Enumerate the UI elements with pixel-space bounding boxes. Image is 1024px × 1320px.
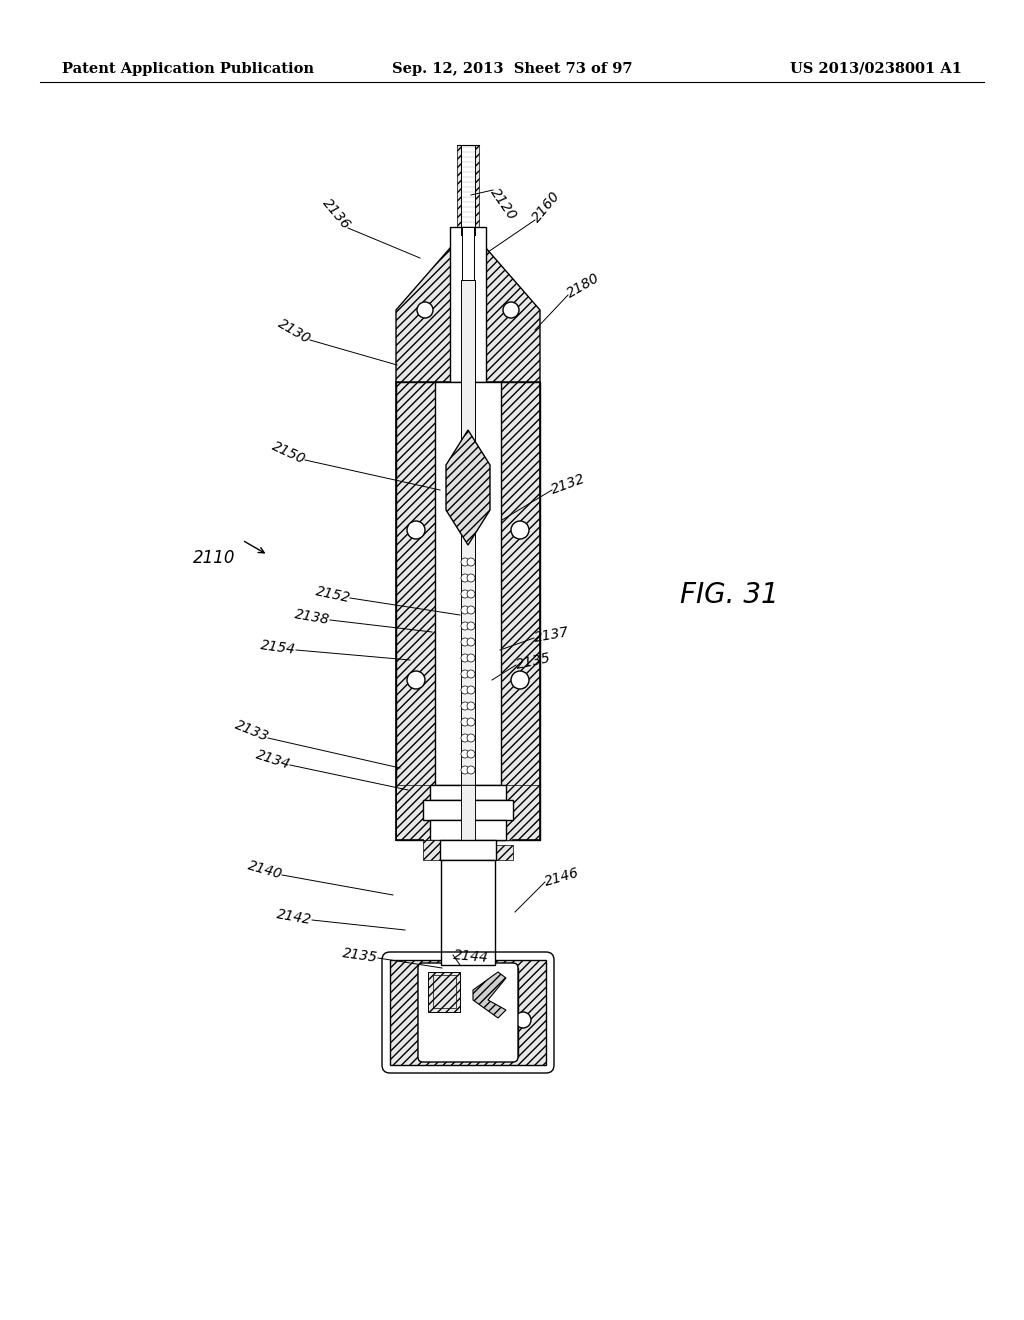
Circle shape <box>461 766 469 774</box>
Polygon shape <box>446 430 490 545</box>
Circle shape <box>461 718 469 726</box>
Circle shape <box>467 750 475 758</box>
Text: 2138: 2138 <box>294 607 331 627</box>
Text: 2110: 2110 <box>193 549 234 568</box>
Bar <box>457 145 461 235</box>
Bar <box>435 381 501 785</box>
Circle shape <box>467 574 475 582</box>
Bar <box>396 785 430 840</box>
Circle shape <box>461 653 469 663</box>
Text: 2133: 2133 <box>232 718 270 744</box>
Circle shape <box>407 671 425 689</box>
Circle shape <box>467 671 475 678</box>
Bar <box>506 785 540 840</box>
Text: 2135: 2135 <box>342 946 379 965</box>
Circle shape <box>467 702 475 710</box>
Circle shape <box>461 574 469 582</box>
Circle shape <box>461 622 469 630</box>
Circle shape <box>407 521 425 539</box>
Circle shape <box>511 521 529 539</box>
Text: 2142: 2142 <box>275 907 313 927</box>
Circle shape <box>467 622 475 630</box>
Bar <box>461 280 475 785</box>
Circle shape <box>467 558 475 566</box>
Text: 2152: 2152 <box>313 583 351 605</box>
Text: 2150: 2150 <box>270 438 308 466</box>
Circle shape <box>417 302 433 318</box>
Text: 2144: 2144 <box>453 948 489 965</box>
Text: 2134: 2134 <box>254 747 292 772</box>
Circle shape <box>467 590 475 598</box>
Bar <box>496 845 513 861</box>
Bar <box>433 975 456 1008</box>
Circle shape <box>467 766 475 774</box>
Bar <box>428 972 460 1012</box>
Bar <box>461 785 475 965</box>
Text: FIG. 31: FIG. 31 <box>680 581 778 609</box>
Circle shape <box>461 558 469 566</box>
Text: 2130: 2130 <box>275 317 313 346</box>
Circle shape <box>503 302 519 318</box>
Circle shape <box>461 590 469 598</box>
Text: 2132: 2132 <box>550 471 588 496</box>
Text: 2136: 2136 <box>319 197 353 232</box>
Circle shape <box>461 702 469 710</box>
Text: 2154: 2154 <box>260 638 297 657</box>
Bar <box>462 227 474 387</box>
Bar <box>440 840 496 861</box>
Text: 2160: 2160 <box>529 189 563 224</box>
Polygon shape <box>396 232 540 381</box>
Bar <box>430 785 506 800</box>
Circle shape <box>461 750 469 758</box>
Text: 2146: 2146 <box>543 866 581 888</box>
Circle shape <box>467 718 475 726</box>
Text: 2180: 2180 <box>564 271 602 301</box>
Bar <box>423 840 440 861</box>
Circle shape <box>461 671 469 678</box>
Circle shape <box>467 734 475 742</box>
Circle shape <box>461 734 469 742</box>
Text: Patent Application Publication: Patent Application Publication <box>62 62 314 77</box>
Text: US 2013/0238001 A1: US 2013/0238001 A1 <box>790 62 962 77</box>
Bar <box>450 227 486 381</box>
Text: 2140: 2140 <box>246 858 284 882</box>
Circle shape <box>461 606 469 614</box>
Bar <box>396 381 540 840</box>
FancyBboxPatch shape <box>418 964 518 1063</box>
Circle shape <box>515 1012 531 1028</box>
Text: 2135: 2135 <box>514 651 552 672</box>
Bar <box>418 968 518 1057</box>
Text: Sep. 12, 2013  Sheet 73 of 97: Sep. 12, 2013 Sheet 73 of 97 <box>392 62 632 77</box>
Circle shape <box>511 671 529 689</box>
Circle shape <box>467 638 475 645</box>
Circle shape <box>461 638 469 645</box>
Circle shape <box>467 686 475 694</box>
Text: 2120: 2120 <box>487 186 519 223</box>
Text: 2137: 2137 <box>532 624 570 645</box>
Circle shape <box>467 606 475 614</box>
Bar <box>390 960 546 1065</box>
Bar <box>423 800 513 820</box>
Bar <box>441 861 495 965</box>
Circle shape <box>467 653 475 663</box>
Bar <box>430 820 506 840</box>
Circle shape <box>461 686 469 694</box>
Polygon shape <box>473 972 506 1018</box>
Bar <box>475 145 479 235</box>
